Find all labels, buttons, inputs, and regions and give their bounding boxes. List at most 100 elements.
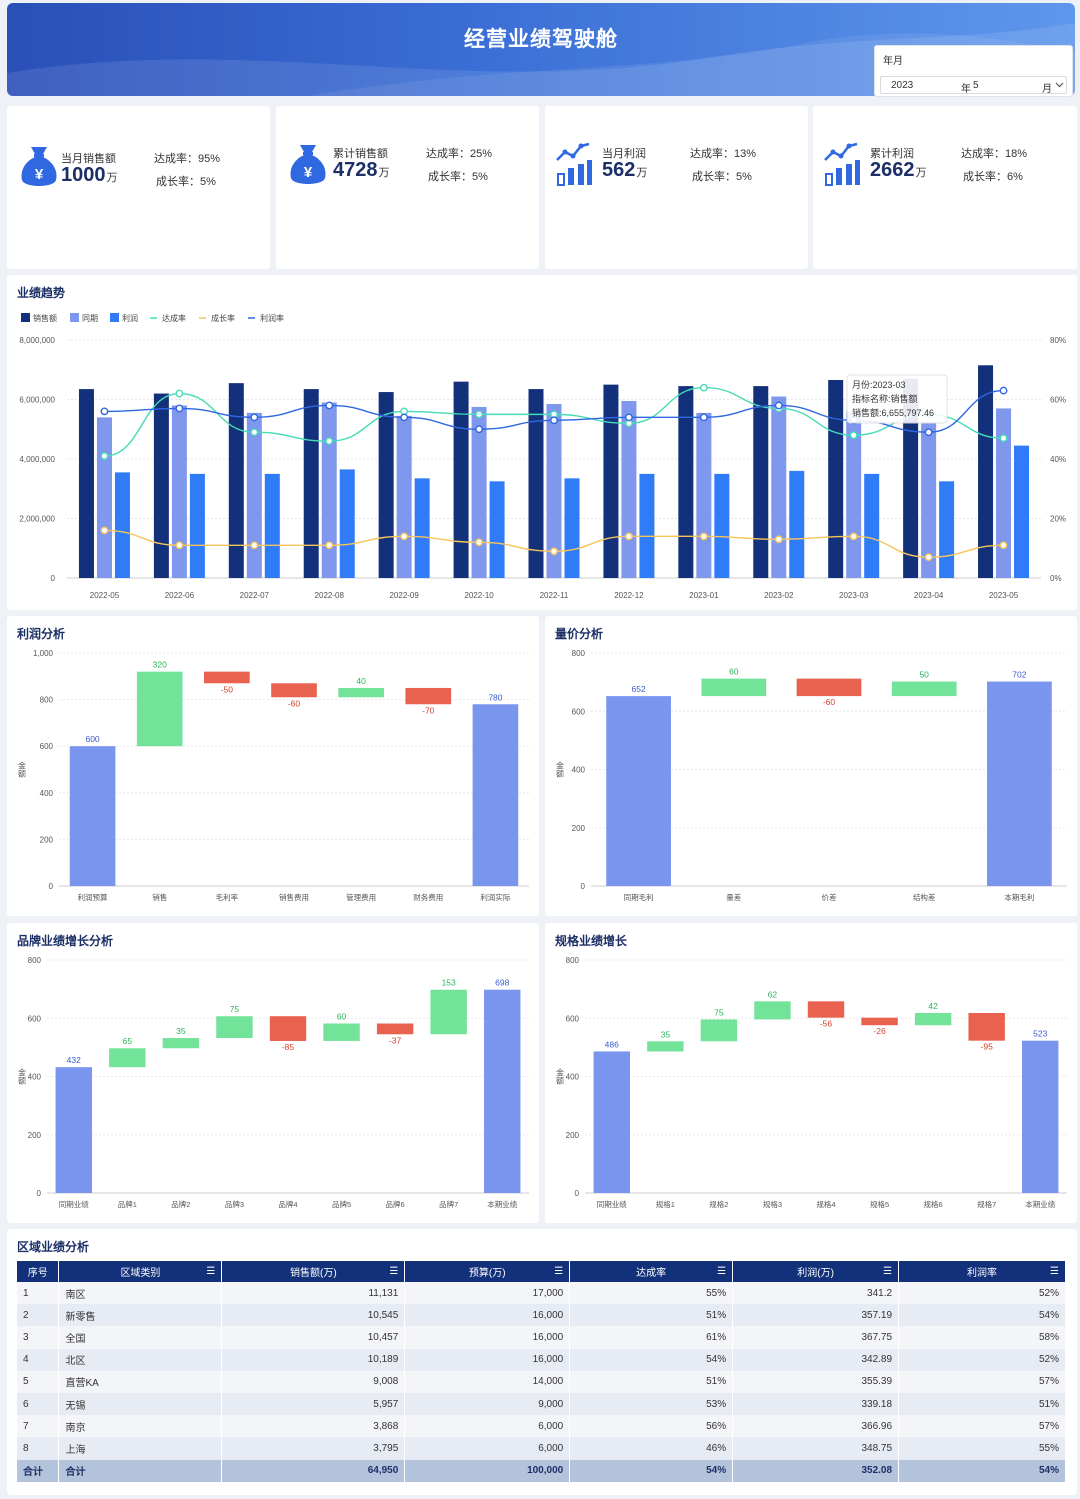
bar-利润[interactable] <box>189 473 205 578</box>
column-header[interactable]: 序号 <box>17 1261 60 1282</box>
bar-毛利率[interactable] <box>204 671 250 684</box>
bar-同期[interactable] <box>321 402 337 578</box>
bar-销售额[interactable] <box>903 378 919 578</box>
bar-销售[interactable] <box>136 671 183 747</box>
bar-销售额[interactable] <box>78 389 94 578</box>
point-成长率[interactable] <box>774 535 783 544</box>
table-row[interactable]: 4 北区 10,189 16,000 54% 342.89 52% <box>17 1348 1066 1371</box>
sort-icon[interactable]: ☰ <box>883 1266 893 1277</box>
bar-利润[interactable] <box>339 469 355 578</box>
bar-品牌2[interactable] <box>162 1038 200 1049</box>
bar-利润预算[interactable] <box>69 746 116 886</box>
legend-swatch[interactable] <box>70 313 79 322</box>
point-利润率[interactable] <box>999 386 1008 395</box>
point-成长率[interactable] <box>400 532 409 541</box>
bar-利润[interactable] <box>939 481 955 578</box>
bar-品牌7[interactable] <box>430 989 467 1035</box>
bar-品牌5[interactable] <box>323 1023 360 1041</box>
bar-管理费用[interactable] <box>338 687 384 698</box>
bar-销售额[interactable] <box>603 384 619 578</box>
bar-同期[interactable] <box>96 417 112 578</box>
point-利润率[interactable] <box>250 413 259 422</box>
sort-icon[interactable]: ☰ <box>717 1266 727 1277</box>
bar-同期[interactable] <box>921 423 937 578</box>
bar-规格4[interactable] <box>807 1001 845 1018</box>
year-month-select[interactable]: 2023 年 5 月 <box>880 76 1067 95</box>
bar-品牌3[interactable] <box>216 1016 253 1039</box>
bar-销售额[interactable] <box>753 386 769 578</box>
bar-本期业绩[interactable] <box>1022 1040 1059 1193</box>
table-row[interactable]: 1 南区 11,131 17,000 55% 341.2 52% <box>17 1282 1066 1305</box>
point-成长率[interactable] <box>625 532 633 541</box>
bar-本期毛利[interactable] <box>987 681 1052 886</box>
bar-利润[interactable] <box>564 478 580 578</box>
point-达成率[interactable] <box>475 410 483 419</box>
chevron-down-icon[interactable] <box>1055 81 1064 89</box>
bar-品牌6[interactable] <box>376 1023 414 1035</box>
point-成长率[interactable] <box>100 526 109 535</box>
point-利润率[interactable] <box>625 413 633 422</box>
point-成长率[interactable] <box>699 532 708 541</box>
point-达成率[interactable] <box>250 428 259 437</box>
bar-利润[interactable] <box>1014 445 1030 578</box>
point-成长率[interactable] <box>999 541 1008 550</box>
legend-swatch[interactable] <box>110 313 119 322</box>
bar-价差[interactable] <box>796 678 862 697</box>
bar-销售费用[interactable] <box>271 683 317 698</box>
bar-利润实际[interactable] <box>472 704 519 886</box>
point-成长率[interactable] <box>849 532 858 541</box>
bar-规格6[interactable] <box>914 1013 952 1026</box>
column-header[interactable]: 销售额(万) ☰ <box>221 1261 406 1282</box>
bar-销售额[interactable] <box>528 389 544 578</box>
bar-利润[interactable] <box>639 473 655 578</box>
bar-规格3[interactable] <box>754 1001 791 1020</box>
bar-利润[interactable] <box>864 473 880 578</box>
point-成长率[interactable] <box>475 538 483 547</box>
bar-利润[interactable] <box>114 472 130 578</box>
point-利润率[interactable] <box>550 416 558 425</box>
sort-icon[interactable]: ☰ <box>554 1266 564 1277</box>
bar-品牌1[interactable] <box>109 1048 146 1068</box>
column-header[interactable]: 预算(万) ☰ <box>404 1261 571 1282</box>
column-header[interactable]: 利润(万) ☰ <box>732 1261 900 1282</box>
bar-同期毛利[interactable] <box>606 696 671 886</box>
bar-同期业绩[interactable] <box>593 1051 630 1193</box>
bar-同期[interactable] <box>996 408 1012 578</box>
bar-销售额[interactable] <box>828 379 844 578</box>
bar-销售额[interactable] <box>978 365 994 578</box>
point-达成率[interactable] <box>999 434 1008 443</box>
bar-同期[interactable] <box>771 396 787 578</box>
sort-icon[interactable]: ☰ <box>389 1266 399 1277</box>
point-成长率[interactable] <box>175 541 184 550</box>
bar-同期[interactable] <box>696 412 712 578</box>
table-row[interactable]: 3 全国 10,457 16,000 61% 367.75 58% <box>17 1326 1066 1349</box>
bar-利润[interactable] <box>714 473 730 578</box>
point-利润率[interactable] <box>475 425 483 434</box>
bar-同期[interactable] <box>171 405 187 578</box>
bar-利润[interactable] <box>489 481 505 578</box>
bar-利润[interactable] <box>264 473 280 578</box>
bar-同期[interactable] <box>396 415 412 578</box>
point-成长率[interactable] <box>924 553 933 562</box>
table-row[interactable]: 2 新零售 10,545 16,000 51% 357.19 54% <box>17 1304 1066 1327</box>
bar-本期业绩[interactable] <box>484 989 521 1193</box>
bar-销售额[interactable] <box>453 381 469 578</box>
point-成长率[interactable] <box>550 547 558 556</box>
point-利润率[interactable] <box>699 413 708 422</box>
point-利润率[interactable] <box>400 413 409 422</box>
sort-icon[interactable]: ☰ <box>206 1266 216 1277</box>
bar-财务费用[interactable] <box>405 687 452 705</box>
bar-结构差[interactable] <box>891 681 957 697</box>
bar-同期[interactable] <box>546 403 562 578</box>
bar-销售额[interactable] <box>678 386 694 578</box>
point-利润率[interactable] <box>175 404 184 413</box>
point-达成率[interactable] <box>699 383 708 392</box>
bar-同期[interactable] <box>621 400 637 578</box>
point-达成率[interactable] <box>175 389 184 398</box>
bar-同期业绩[interactable] <box>55 1067 92 1193</box>
bar-规格7[interactable] <box>968 1013 1005 1041</box>
table-row[interactable]: 7 南京 3,868 6,000 56% 366.96 57% <box>17 1415 1066 1438</box>
point-成长率[interactable] <box>250 541 259 550</box>
point-成长率[interactable] <box>325 541 334 550</box>
column-header[interactable]: 利润率 ☰ <box>898 1261 1066 1282</box>
